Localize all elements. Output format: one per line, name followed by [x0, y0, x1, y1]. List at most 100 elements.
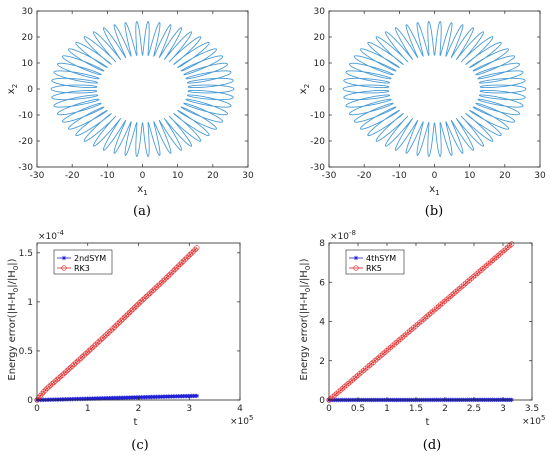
data-point — [140, 297, 146, 303]
data-point — [142, 295, 148, 301]
data-point — [83, 351, 89, 357]
y-tick-label: 20 — [314, 33, 326, 43]
data-point — [143, 293, 149, 300]
data-point — [378, 353, 384, 359]
x-multiplier: ×105 — [230, 414, 253, 427]
data-point — [437, 302, 444, 308]
data-point — [407, 328, 413, 334]
data-point — [137, 300, 143, 306]
data-point — [78, 355, 84, 361]
x-tick-label: -20 — [65, 171, 80, 181]
y-tick-label: 20 — [22, 33, 34, 43]
panel-b: -30 -20 -10 0 10 20 30 -30 -20 -10 0 10 20 30 x1 x2 (b) — [298, 7, 546, 219]
data-point — [175, 263, 181, 269]
data-point — [426, 312, 432, 318]
data-point — [443, 297, 449, 303]
series-2ndSYM — [34, 393, 200, 403]
data-point — [113, 322, 119, 329]
data-point — [453, 289, 459, 295]
data-point — [61, 265, 67, 271]
data-point — [480, 266, 486, 272]
y-tick-label: -30 — [18, 163, 33, 173]
data-point — [86, 348, 92, 354]
data-point — [98, 337, 104, 343]
data-point — [169, 270, 175, 276]
data-point — [89, 344, 96, 351]
data-point — [128, 308, 134, 314]
x-tick-label: 1 — [85, 404, 91, 414]
data-point — [118, 318, 124, 324]
data-point — [177, 261, 183, 268]
data-point — [382, 349, 388, 355]
data-point — [337, 387, 344, 393]
data-point — [384, 348, 390, 354]
data-point — [66, 366, 72, 372]
data-point — [474, 270, 480, 277]
data-point — [334, 390, 340, 397]
data-point — [130, 306, 136, 312]
data-point — [138, 298, 144, 304]
data-point — [76, 357, 82, 363]
data-point — [123, 313, 129, 319]
data-point — [376, 354, 382, 360]
y-tick-label: 1 — [27, 298, 33, 308]
data-point — [391, 341, 397, 347]
data-point — [409, 326, 415, 332]
data-point — [487, 259, 494, 265]
axes-box — [328, 10, 541, 168]
data-point — [61, 255, 67, 261]
data-point — [486, 261, 492, 267]
data-point — [368, 361, 374, 367]
y-tick-label: -30 — [310, 163, 325, 173]
x-tick-label: -30 — [322, 171, 337, 181]
data-point — [441, 298, 447, 305]
x-axis-label: x1 — [429, 184, 439, 197]
data-point — [163, 275, 170, 281]
data-point — [353, 374, 359, 380]
data-point — [44, 385, 50, 391]
data-point — [420, 316, 426, 323]
data-point — [57, 373, 64, 380]
data-point — [51, 379, 57, 386]
data-point — [393, 339, 399, 346]
data-point — [64, 367, 70, 374]
data-point — [132, 305, 138, 311]
panel-c: 0 1 2 3 4 0 0.5 1 1.5 ×10-4 ×105 t Energy error(|H-H… — [7, 229, 253, 453]
data-point — [167, 271, 173, 277]
x-tick-label: 2 — [442, 404, 448, 414]
x-tick-label: 3.5 — [525, 404, 539, 414]
data-point — [472, 272, 478, 278]
x-multiplier: ×105 — [522, 414, 545, 427]
data-point — [434, 305, 440, 311]
x-tick-label: 10 — [172, 171, 184, 181]
data-point — [464, 279, 471, 285]
data-point — [52, 378, 59, 384]
y-tick-label: -10 — [18, 111, 33, 121]
data-point — [349, 377, 355, 383]
data-point — [190, 248, 197, 254]
x-tick-label: 2.5 — [467, 404, 481, 414]
y-tick-label: 0 — [27, 85, 33, 95]
y-axis-label: Energy error(|H-H0|/|H0|) — [299, 258, 312, 380]
y-tick-label: 30 — [314, 7, 326, 17]
y-tick-label: -20 — [18, 137, 33, 147]
data-point — [105, 330, 111, 337]
x-tick-label: 3 — [500, 404, 506, 414]
x-tick-label: 20 — [207, 171, 219, 181]
data-point — [184, 255, 190, 261]
data-point — [332, 392, 338, 398]
x-tick-label: -10 — [392, 171, 407, 181]
y-tick-label: 1.5 — [19, 249, 33, 259]
y-tick-label: 0 — [319, 85, 325, 95]
data-point — [101, 333, 107, 340]
data-point — [148, 289, 155, 295]
data-point — [91, 343, 97, 349]
data-point — [386, 346, 392, 352]
data-point — [476, 269, 482, 275]
x-tick-label: 4 — [237, 404, 243, 414]
data-point — [397, 336, 403, 342]
x-tick-label: -10 — [100, 171, 115, 181]
data-point — [157, 281, 163, 287]
data-point — [412, 323, 419, 329]
data-point — [370, 359, 376, 365]
